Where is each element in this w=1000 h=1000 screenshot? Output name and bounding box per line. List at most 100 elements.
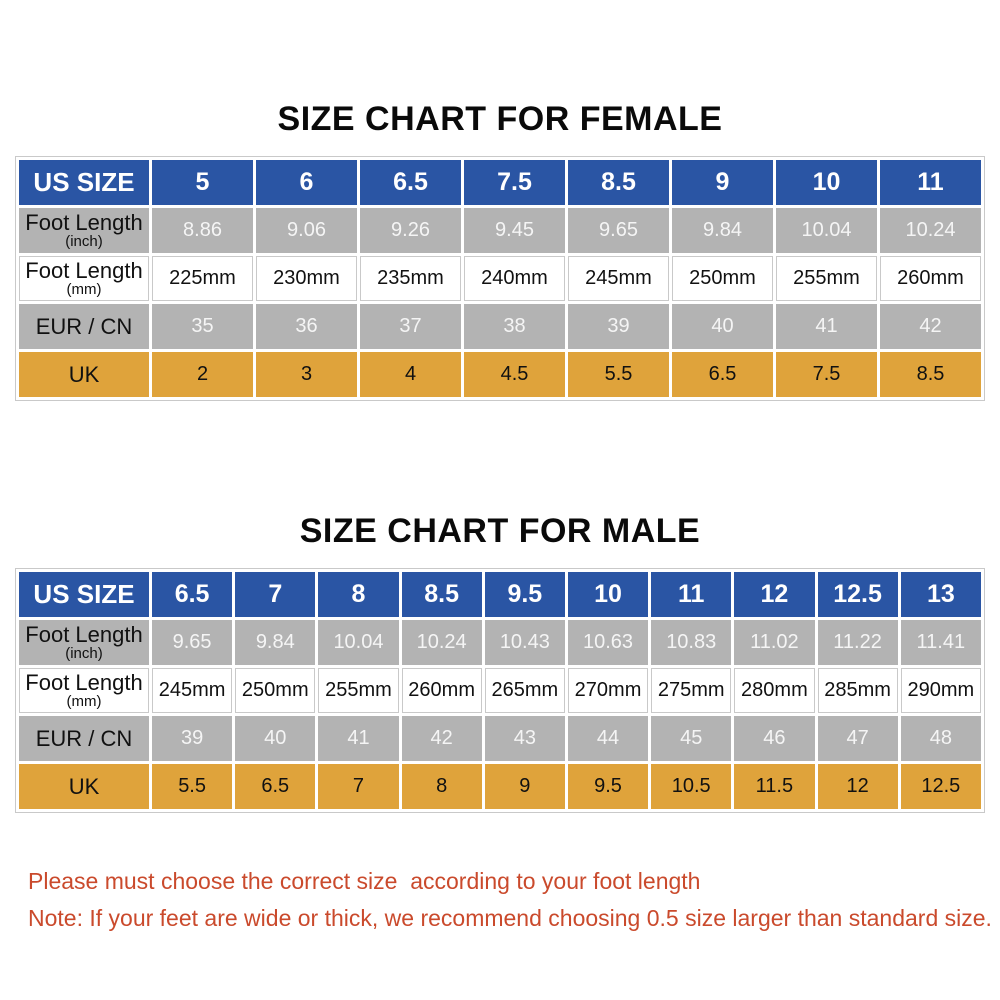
female-uk-cell: 4 [360,352,461,397]
female-uk-cell: 7.5 [776,352,877,397]
male-foot-length-mm-cell: 265mm [484,668,565,713]
male-foot-length-mm-cell: 285mm [817,668,898,713]
female-foot-length-mm-cell: 235mm [360,256,461,301]
female-eur-cn-cell: 41 [776,304,877,349]
male-eur-cn-cell: 45 [651,716,732,761]
female-uk-cell: 4.5 [464,352,565,397]
female-foot-length-inch-cell: 9.84 [672,208,773,253]
male-foot-length-mm-cell: 270mm [567,668,649,713]
female-eur-cn-cell: 37 [360,304,461,349]
female-eur-cn-cell: 40 [672,304,773,349]
female-us-size-label: US SIZE [19,160,149,205]
male-uk-cell: 12.5 [900,764,981,809]
female-uk-cell: 2 [152,352,253,397]
male-size-table: US SIZE 6.5 7 8 8.5 9.5 10 11 12 12.5 13 Foot Len… [15,568,985,813]
male-uk-cell: 8 [401,764,482,809]
female-foot-length-mm-cell: 260mm [880,256,981,301]
male-foot-length-mm-cell: 245mm [152,668,233,713]
female-eur-cn-cell: 39 [568,304,669,349]
foot-length-label: Foot Length [25,210,143,235]
female-us-size-cell: 9 [672,160,773,205]
female-section: SIZE CHART FOR FEMALE US SIZE 5 6 6.5 7.5 8.… [0,101,1000,401]
male-foot-length-mm-cell: 275mm [651,668,732,713]
male-uk-row: UK 5.5 6.5 7 8 9 9.5 10.5 11.5 12 12.5 [19,764,981,809]
male-us-size-label: US SIZE [19,572,149,617]
male-eur-cn-row: EUR / CN 39 40 41 42 43 44 45 46 47 48 [19,716,981,761]
female-foot-length-mm-cell: 255mm [776,256,877,301]
female-uk-label: UK [19,352,149,397]
female-size-table: US SIZE 5 6 6.5 7.5 8.5 9 10 11 Foot Length (in… [15,156,985,401]
female-eur-cn-label: EUR / CN [19,304,149,349]
foot-length-label: Foot Length [25,258,143,283]
female-foot-length-mm-cell: 250mm [672,256,773,301]
male-foot-length-inch-cell: 11.22 [817,620,898,665]
female-foot-length-inch-cell: 9.06 [256,208,357,253]
male-us-size-cell: 6.5 [152,572,233,617]
male-us-size-cell: 7 [235,572,316,617]
note-line-2: Note: If your feet are wide or thick, we… [28,905,992,931]
male-foot-length-inch-cell: 11.41 [900,620,981,665]
male-section: SIZE CHART FOR MALE US SIZE 6.5 7 8 8.5 9.5 1… [0,513,1000,813]
male-uk-cell: 7 [318,764,399,809]
female-foot-length-mm-cell: 245mm [568,256,669,301]
female-foot-length-mm-label: Foot Length (mm) [19,256,149,301]
male-foot-length-inch-cell: 10.83 [651,620,732,665]
male-eur-cn-cell: 40 [235,716,316,761]
female-eur-cn-row: EUR / CN 35 36 37 38 39 40 41 42 [19,304,981,349]
male-foot-length-inch-label: Foot Length (inch) [19,620,149,665]
female-foot-length-inch-cell: 8.86 [152,208,253,253]
male-foot-length-inch-row: Foot Length (inch) 9.65 9.84 10.04 10.24 10.… [19,620,981,665]
male-eur-cn-cell: 43 [484,716,565,761]
male-us-size-cell: 13 [900,572,981,617]
female-us-size-cell: 7.5 [464,160,565,205]
female-foot-length-mm-cell: 240mm [464,256,565,301]
female-eur-cn-cell: 42 [880,304,981,349]
male-uk-cell: 5.5 [152,764,233,809]
female-foot-length-inch-cell: 10.24 [880,208,981,253]
male-us-size-cell: 12.5 [817,572,898,617]
male-uk-cell: 10.5 [651,764,732,809]
female-foot-length-inch-label: Foot Length (inch) [19,208,149,253]
male-chart-title: SIZE CHART FOR MALE [299,512,701,550]
male-foot-length-mm-cell: 250mm [235,668,316,713]
male-uk-cell: 9 [484,764,565,809]
male-foot-length-mm-row: Foot Length (mm) 245mm 250mm 255mm 260mm 265… [19,668,981,713]
male-eur-cn-label: EUR / CN [19,716,149,761]
male-uk-label: UK [19,764,149,809]
footer-notes: Please must choose the correct size acco… [0,863,1000,937]
male-foot-length-inch-cell: 9.65 [152,620,233,665]
female-eur-cn-cell: 35 [152,304,253,349]
male-us-size-cell: 8.5 [401,572,482,617]
female-foot-length-inch-cell: 10.04 [776,208,877,253]
female-eur-cn-cell: 36 [256,304,357,349]
female-foot-length-mm-cell: 230mm [256,256,357,301]
male-eur-cn-cell: 41 [318,716,399,761]
male-foot-length-mm-cell: 290mm [900,668,981,713]
female-foot-length-mm-cell: 225mm [152,256,253,301]
male-eur-cn-cell: 47 [817,716,898,761]
male-foot-length-inch-cell: 10.04 [318,620,399,665]
female-us-size-cell: 6 [256,160,357,205]
male-uk-cell: 12 [817,764,898,809]
male-us-size-cell: 9.5 [484,572,565,617]
female-us-size-row: US SIZE 5 6 6.5 7.5 8.5 9 10 11 [19,160,981,205]
female-foot-length-inch-row: Foot Length (inch) 8.86 9.06 9.26 9.45 9.65 9… [19,208,981,253]
female-chart-title: SIZE CHART FOR FEMALE [277,100,723,138]
female-eur-cn-cell: 38 [464,304,565,349]
male-foot-length-mm-cell: 280mm [734,668,815,713]
inch-unit-label: (inch) [65,645,103,662]
male-foot-length-inch-cell: 10.24 [401,620,482,665]
male-foot-length-inch-cell: 9.84 [235,620,316,665]
male-us-size-cell: 10 [567,572,649,617]
female-us-size-cell: 11 [880,160,981,205]
mm-unit-label: (mm) [66,281,102,298]
female-uk-cell: 6.5 [672,352,773,397]
female-foot-length-inch-cell: 9.45 [464,208,565,253]
male-eur-cn-cell: 44 [567,716,649,761]
female-uk-cell: 5.5 [568,352,669,397]
female-us-size-cell: 8.5 [568,160,669,205]
female-uk-cell: 8.5 [880,352,981,397]
female-foot-length-inch-cell: 9.65 [568,208,669,253]
male-foot-length-inch-cell: 11.02 [734,620,815,665]
